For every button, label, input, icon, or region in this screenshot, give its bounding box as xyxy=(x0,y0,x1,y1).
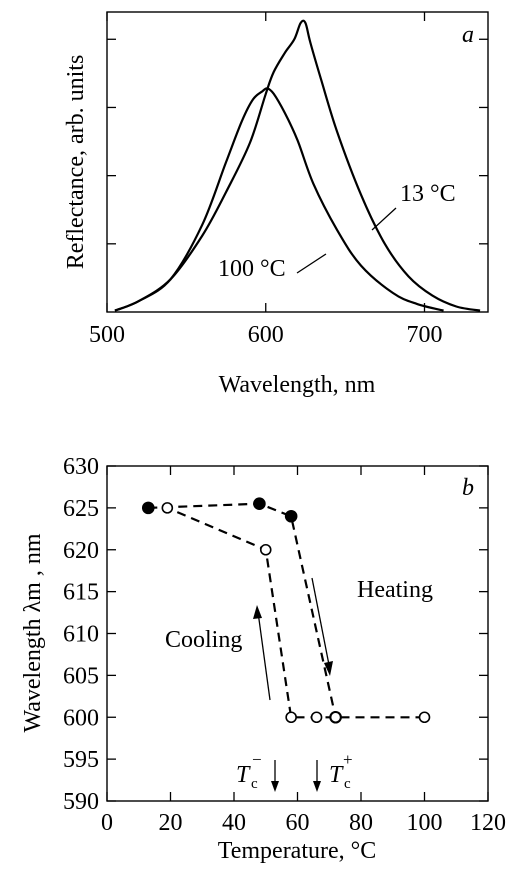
panel-b-ytick-label: 595 xyxy=(63,747,99,773)
panel-a-xlabel: Wavelength, nm xyxy=(219,372,376,398)
panel-b-xtick-label: 0 xyxy=(101,810,113,836)
tc-plus-sup: + xyxy=(343,750,353,769)
panel-a-xtick-label: 700 xyxy=(407,322,443,348)
panel-b-xtick-label: 40 xyxy=(222,810,246,836)
panel-a-label: a xyxy=(462,22,474,48)
annotation-100c-leader xyxy=(296,253,327,274)
heating-arrow-head xyxy=(324,661,333,676)
panel-b-ticks: 0 20 40 60 80 100 120 590 595 600 605 610 615 620 625 6… xyxy=(63,454,506,836)
panel-b: b Wavelength λm , nm Temperature, °C 0 20… xyxy=(20,454,506,864)
cooling-arrow-head xyxy=(253,605,262,619)
cooling-arrow-line xyxy=(257,611,271,701)
panel-b-ytick-label: 630 xyxy=(63,454,99,480)
cooling-point xyxy=(310,711,323,724)
cooling-point xyxy=(259,543,272,556)
panel-b-ytick-label: 605 xyxy=(63,663,99,689)
cooling-point xyxy=(161,502,174,514)
annotation-13c: 13 °C xyxy=(400,181,456,207)
tc-minus-arrow-head xyxy=(271,781,279,792)
tc-minus-sub: c xyxy=(251,776,258,792)
annotation-13c-leader xyxy=(371,207,397,231)
panel-a-curves xyxy=(114,19,481,312)
annotation-100c: 100 °C xyxy=(218,256,286,282)
tc-plus-label: T xyxy=(329,762,344,788)
curve-100c xyxy=(114,87,444,312)
panel-b-ylabel: Wavelength λm , nm xyxy=(20,533,46,732)
panel-a-ticks: 500 600 700 xyxy=(89,12,488,348)
panel-b-xtick-label: 80 xyxy=(349,810,373,836)
panel-b-annotations: Heating Cooling T c − T c + xyxy=(165,577,433,792)
panel-a: a Reflectance, arb. units Wavelength, nm… xyxy=(63,11,489,398)
heating-arrow-line xyxy=(311,577,331,671)
panel-b-label: b xyxy=(462,475,474,501)
tc-minus-sup: − xyxy=(252,750,262,769)
panel-b-ytick-label: 600 xyxy=(63,705,99,731)
panel-b-xtick-label: 60 xyxy=(286,810,310,836)
heating-point xyxy=(141,501,155,515)
panel-b-lines xyxy=(148,502,425,719)
cooling-point xyxy=(329,711,342,724)
panel-b-xtick-label: 120 xyxy=(470,810,506,836)
panel-b-xtick-label: 100 xyxy=(407,810,443,836)
panel-b-xlabel: Temperature, °C xyxy=(218,838,377,864)
panel-b-ytick-label: 615 xyxy=(63,580,99,606)
panel-b-ytick-label: 610 xyxy=(63,622,99,648)
panel-a-frame xyxy=(106,11,489,313)
panel-b-ytick-label: 625 xyxy=(63,496,99,522)
cooling-point xyxy=(418,711,431,724)
tc-plus-arrow-head xyxy=(313,781,321,792)
annotation-cooling: Cooling xyxy=(165,627,242,653)
panel-a-ylabel: Reflectance, arb. units xyxy=(63,55,89,270)
panel-b-ytick-label: 590 xyxy=(63,789,99,815)
series-line-cooling xyxy=(166,506,425,719)
tc-minus-label: T xyxy=(236,762,251,788)
heating-point xyxy=(284,509,298,523)
panel-b-xtick-label: 20 xyxy=(159,810,183,836)
panel-a-xtick-label: 600 xyxy=(248,322,284,348)
panel-b-points xyxy=(141,497,431,724)
annotation-heating: Heating xyxy=(357,577,433,603)
curve-13c xyxy=(114,19,481,312)
panel-a-annotations: 13 °C 100 °C xyxy=(218,181,456,282)
cooling-point xyxy=(285,711,297,724)
panel-a-xtick-label: 500 xyxy=(89,322,125,348)
panel-b-ytick-label: 620 xyxy=(63,538,99,564)
heating-point xyxy=(253,497,266,510)
series-line-heating xyxy=(148,502,337,718)
tc-plus-sub: c xyxy=(344,776,351,792)
